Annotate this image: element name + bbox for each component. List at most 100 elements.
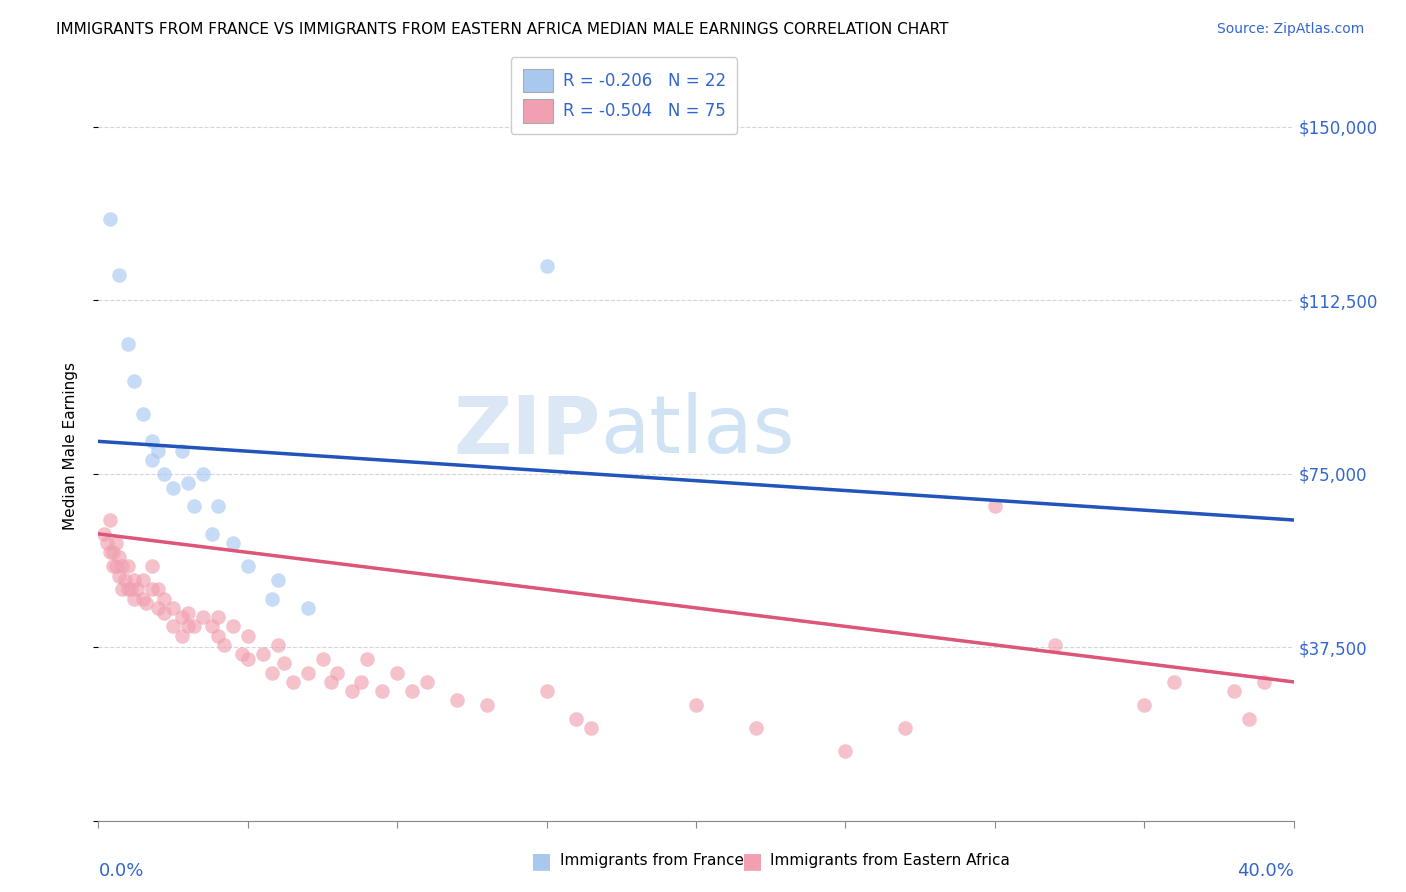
Point <box>153 606 176 620</box>
Point <box>93 527 115 541</box>
Point <box>231 647 253 661</box>
Text: 40.0%: 40.0% <box>1237 862 1294 880</box>
Point <box>1163 674 1185 689</box>
Point <box>162 619 184 633</box>
Point <box>96 536 118 550</box>
Point <box>565 712 588 726</box>
Point <box>183 499 205 513</box>
Point <box>124 374 146 388</box>
Point <box>105 559 128 574</box>
Text: atlas: atlas <box>600 392 794 470</box>
Point <box>127 582 149 597</box>
Point <box>108 549 131 564</box>
Legend: R = -0.206   N = 22, R = -0.504   N = 75: R = -0.206 N = 22, R = -0.504 N = 75 <box>510 57 738 135</box>
Point <box>207 610 229 624</box>
Point <box>356 652 378 666</box>
Point <box>177 606 200 620</box>
Point <box>236 629 259 643</box>
Point <box>326 665 349 680</box>
Point <box>141 582 163 597</box>
Point <box>108 568 131 582</box>
Point <box>207 629 229 643</box>
Point <box>177 475 200 490</box>
Point <box>212 638 235 652</box>
Point <box>172 610 194 624</box>
Point <box>98 545 122 559</box>
Text: Immigrants from Eastern Africa: Immigrants from Eastern Africa <box>770 854 1011 868</box>
Point <box>162 481 184 495</box>
Point <box>108 268 131 282</box>
Point <box>685 698 707 712</box>
Point <box>1043 638 1066 652</box>
Point <box>1237 712 1260 726</box>
Point <box>111 582 134 597</box>
Point <box>222 536 245 550</box>
Point <box>984 499 1007 513</box>
Point <box>98 513 122 527</box>
Text: ZIP: ZIP <box>453 392 600 470</box>
Point <box>98 212 122 227</box>
Point <box>124 591 146 606</box>
Point <box>132 407 155 421</box>
Point <box>1133 698 1156 712</box>
Point <box>281 674 304 689</box>
Point <box>894 721 917 735</box>
Text: Immigrants from France: Immigrants from France <box>560 854 744 868</box>
Point <box>321 674 343 689</box>
Point <box>1223 684 1246 698</box>
Point <box>191 467 214 481</box>
Point <box>834 744 856 758</box>
Point <box>416 674 439 689</box>
Point <box>536 684 558 698</box>
Text: Source: ZipAtlas.com: Source: ZipAtlas.com <box>1216 22 1364 37</box>
Point <box>260 665 283 680</box>
Point <box>201 619 224 633</box>
Point <box>172 443 194 458</box>
Point <box>581 721 603 735</box>
Point <box>252 647 274 661</box>
Point <box>260 591 283 606</box>
Y-axis label: Median Male Earnings: Median Male Earnings <box>63 362 77 530</box>
Point <box>273 657 295 671</box>
Point <box>183 619 205 633</box>
Point <box>148 443 170 458</box>
Point <box>236 652 259 666</box>
Point <box>105 536 128 550</box>
Point <box>350 674 373 689</box>
Point <box>141 453 163 467</box>
Point <box>148 582 170 597</box>
Point <box>207 499 229 513</box>
Point <box>401 684 423 698</box>
Point <box>172 629 194 643</box>
Point <box>446 693 468 707</box>
Text: 0.0%: 0.0% <box>98 862 143 880</box>
Text: ■: ■ <box>531 851 551 871</box>
Point <box>114 573 136 587</box>
Point <box>117 582 139 597</box>
Point <box>132 591 155 606</box>
Point <box>111 559 134 574</box>
Point <box>201 527 224 541</box>
Point <box>342 684 364 698</box>
Point <box>222 619 245 633</box>
Point <box>371 684 394 698</box>
Point <box>120 582 142 597</box>
Point <box>475 698 498 712</box>
Point <box>103 559 125 574</box>
Text: IMMIGRANTS FROM FRANCE VS IMMIGRANTS FROM EASTERN AFRICA MEDIAN MALE EARNINGS CO: IMMIGRANTS FROM FRANCE VS IMMIGRANTS FRO… <box>56 22 949 37</box>
Point <box>162 600 184 615</box>
Point <box>311 652 333 666</box>
Point <box>1253 674 1275 689</box>
Point <box>236 559 259 574</box>
Text: ■: ■ <box>742 851 762 871</box>
Point <box>132 573 155 587</box>
Point <box>141 559 163 574</box>
Point <box>267 573 290 587</box>
Point <box>745 721 768 735</box>
Point <box>297 600 319 615</box>
Point <box>103 545 125 559</box>
Point <box>135 596 157 610</box>
Point <box>536 259 558 273</box>
Point <box>297 665 319 680</box>
Point <box>177 619 200 633</box>
